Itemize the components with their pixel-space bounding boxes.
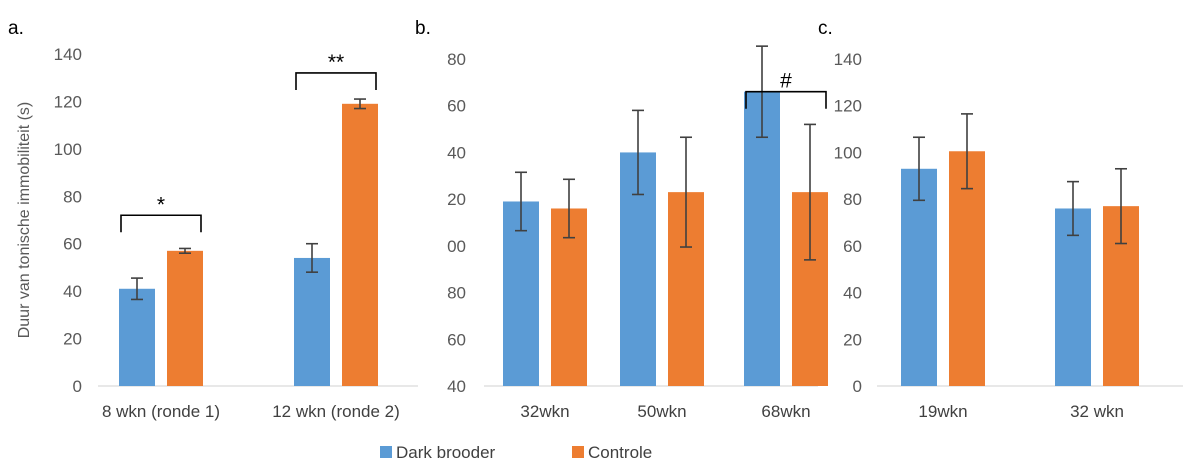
y-tick-label: 40 xyxy=(843,284,862,303)
x-tick-label: 8 wkn (ronde 1) xyxy=(102,402,220,421)
legend-label: Dark brooder xyxy=(396,443,496,462)
bar-dark-brooder xyxy=(901,168,937,386)
chart-panel-3: c. 0 20 40 60 80 100 120 140 19wkn 32 wkn xyxy=(818,18,1183,421)
y-tick-label: 60 xyxy=(843,237,862,256)
bar-dark-brooder xyxy=(119,288,155,386)
legend-swatch xyxy=(572,446,584,458)
legend-swatch xyxy=(380,446,392,458)
y-tick-label: 120 xyxy=(54,92,82,111)
significance-marker: # xyxy=(780,70,792,93)
y-tick-label: 120 xyxy=(834,97,862,116)
y-tick-label: 60 xyxy=(447,97,466,116)
x-tick-label: 12 wkn (ronde 2) xyxy=(272,402,400,421)
x-tick-label: 19wkn xyxy=(918,402,967,421)
y-tick-label: 0 xyxy=(73,377,82,396)
significance-marker: ** xyxy=(328,51,344,74)
bar-controle xyxy=(949,151,985,386)
y-tick-label: 60 xyxy=(63,235,82,254)
y-tick-label: 140 xyxy=(54,45,82,64)
y-tick-label: 80 xyxy=(447,284,466,303)
x-tick-label: 32 wkn xyxy=(1070,402,1124,421)
bar-controle xyxy=(342,103,378,387)
y-axis-label: Duur van tonische immobiliteit (s) xyxy=(16,102,33,339)
y-tick-label: 100 xyxy=(54,140,82,159)
legend-label: Controle xyxy=(588,443,652,462)
chart-panel-2: b. 40 60 80 00 20 40 60 80 32wkn 50wkn 68wkn # xyxy=(415,18,828,421)
bar-dark-brooder xyxy=(744,91,780,386)
chart-panel-1: a. 0 20 40 60 80 100 120 140 Duur van tonische im… xyxy=(8,18,418,421)
y-tick-label: 20 xyxy=(63,330,82,349)
y-tick-label: 20 xyxy=(447,190,466,209)
y-tick-label: 140 xyxy=(834,50,862,69)
y-tick-label: 20 xyxy=(843,330,862,349)
bar-controle xyxy=(167,250,203,386)
significance-bracket xyxy=(295,72,377,90)
panel-label: a. xyxy=(8,18,24,39)
y-tick-label: 40 xyxy=(447,377,466,396)
y-tick-label: 80 xyxy=(447,50,466,69)
x-tick-label: 32wkn xyxy=(520,402,569,421)
bar-dark-brooder xyxy=(294,257,330,386)
significance-bracket xyxy=(120,214,202,233)
y-tick-label: 100 xyxy=(834,143,862,162)
bar-dark-brooder xyxy=(1055,208,1091,386)
x-tick-label: 68wkn xyxy=(761,402,810,421)
bar-dark-brooder xyxy=(503,201,539,386)
panel-label: c. xyxy=(818,18,833,39)
y-tick-label: 80 xyxy=(843,190,862,209)
y-tick-label: 80 xyxy=(63,187,82,206)
y-tick-label: 40 xyxy=(447,143,466,162)
y-tick-label: 60 xyxy=(447,330,466,349)
legend: Dark brooder Controle xyxy=(380,443,652,462)
panel-label: b. xyxy=(415,18,431,39)
y-tick-label: 40 xyxy=(63,282,82,301)
significance-marker: * xyxy=(157,193,165,216)
y-tick-label: 0 xyxy=(853,377,862,396)
significance-bracket xyxy=(745,90,827,109)
x-tick-label: 50wkn xyxy=(637,402,686,421)
y-tick-label: 00 xyxy=(447,237,466,256)
